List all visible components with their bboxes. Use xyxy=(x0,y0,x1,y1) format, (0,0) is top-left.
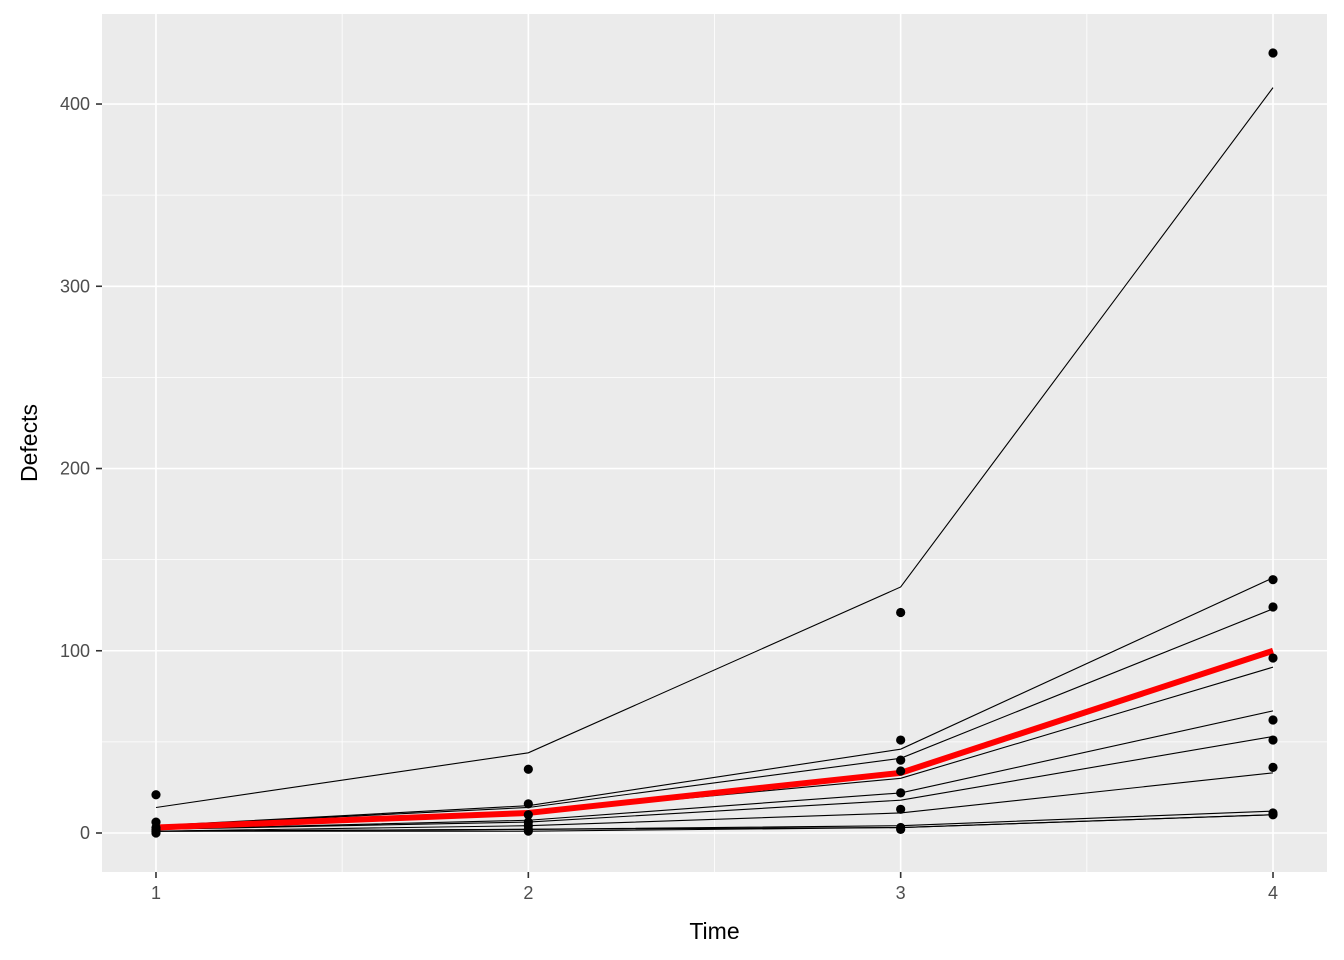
fitted-line-3 xyxy=(155,608,1274,827)
fitted-line-5 xyxy=(155,710,1274,830)
data-point xyxy=(1268,762,1278,772)
fitted-line-2 xyxy=(155,577,1274,827)
data-point xyxy=(1268,575,1278,585)
y-tick-label: 100 xyxy=(60,641,90,661)
y-axis: 0 100 200 300 400 xyxy=(60,94,102,843)
data-point xyxy=(151,790,161,800)
x-tick-label: 4 xyxy=(1268,883,1278,903)
x-axis-title: Time xyxy=(689,918,739,944)
y-tick-label: 400 xyxy=(60,94,90,114)
x-tick-label: 3 xyxy=(896,883,906,903)
data-point xyxy=(1268,810,1278,820)
data-point xyxy=(896,766,906,776)
major-gridlines xyxy=(102,14,1327,872)
data-point xyxy=(151,828,161,838)
data-point xyxy=(896,755,906,765)
fitted-line-10 xyxy=(155,814,1274,832)
data-point xyxy=(523,810,533,820)
data-point xyxy=(1268,602,1278,612)
data-point xyxy=(1268,48,1278,58)
data-point xyxy=(1268,715,1278,725)
fitted-lines xyxy=(155,87,1274,832)
y-tick-label: 300 xyxy=(60,276,90,296)
minor-gridlines xyxy=(102,14,1327,872)
data-point xyxy=(523,764,533,774)
data-point xyxy=(896,804,906,814)
mean-line-group xyxy=(155,647,1274,831)
data-point xyxy=(523,826,533,836)
fitted-line-1 xyxy=(155,87,1274,809)
data-point xyxy=(1268,653,1278,663)
data-point xyxy=(523,799,533,809)
mean-line xyxy=(155,647,1274,831)
data-point xyxy=(896,607,906,618)
data-points xyxy=(151,48,1278,838)
data-point xyxy=(896,735,906,745)
y-axis-title: Defects xyxy=(16,404,42,482)
fitted-line-7 xyxy=(155,772,1274,832)
data-point xyxy=(1268,735,1278,745)
y-tick-label: 200 xyxy=(60,459,90,479)
y-tick-label: 0 xyxy=(80,823,90,843)
data-point xyxy=(896,824,906,834)
x-axis: 1 2 3 4 xyxy=(151,872,1278,903)
x-tick-label: 1 xyxy=(151,883,161,903)
data-point xyxy=(896,788,906,798)
fitted-line-6 xyxy=(155,735,1274,830)
x-tick-label: 2 xyxy=(523,883,533,903)
